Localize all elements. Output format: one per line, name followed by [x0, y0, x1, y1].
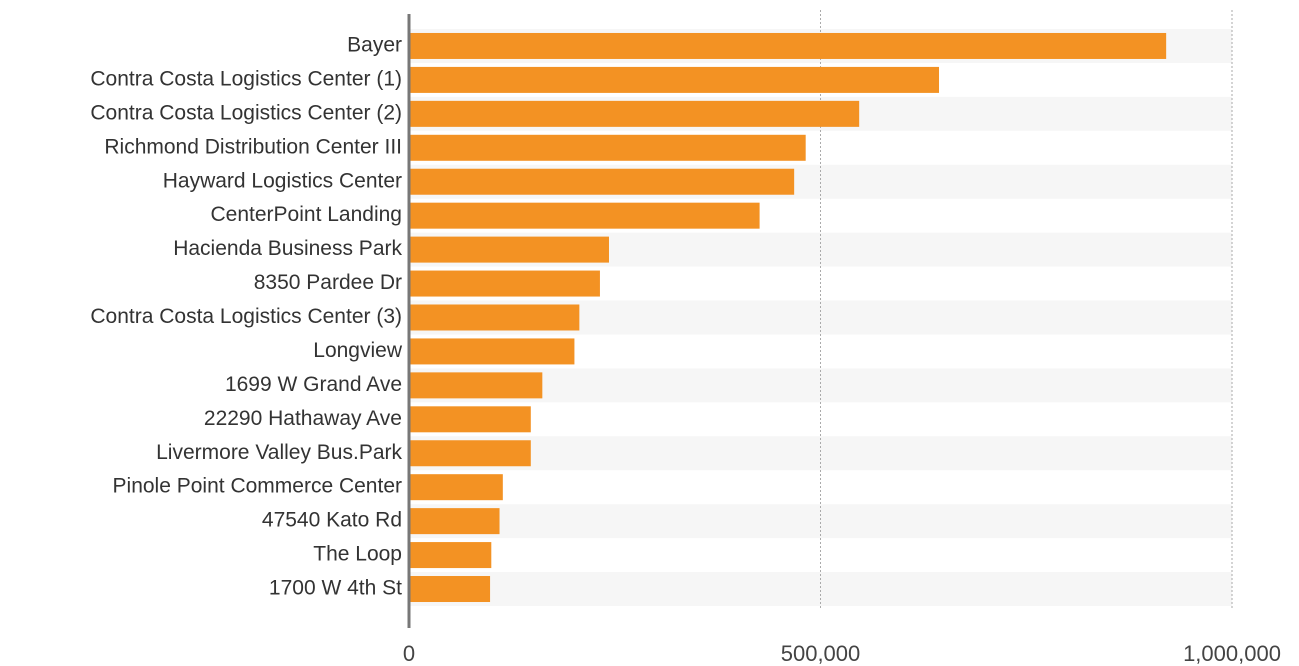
y-tick-label: Bayer: [347, 34, 402, 57]
bar: [409, 474, 503, 501]
y-tick-label: Longview: [313, 339, 403, 362]
y-tick-label: Hayward Logistics Center: [163, 169, 402, 192]
y-tick-label: 22290 Hathaway Ave: [204, 407, 402, 430]
x-tick-label: 500,000: [781, 641, 861, 666]
y-tick-label: Richmond Distribution Center III: [104, 135, 402, 158]
x-tick-label: 0: [403, 641, 415, 666]
bar: [409, 304, 580, 331]
x-tick-label: 1,000,000: [1183, 641, 1281, 666]
y-tick-label: The Loop: [313, 543, 402, 566]
row-band: [409, 572, 1232, 606]
y-tick-label: 8350 Pardee Dr: [254, 271, 402, 294]
bar: [409, 372, 543, 399]
bar: [409, 134, 806, 161]
bar: [409, 576, 491, 603]
y-tick-label: 1699 W Grand Ave: [225, 373, 402, 396]
bar: [409, 542, 492, 569]
y-tick-label: Contra Costa Logistics Center (2): [90, 101, 402, 124]
bar: [409, 32, 1167, 59]
bar: [409, 406, 531, 433]
bar: [409, 338, 575, 365]
y-tick-label: Hacienda Business Park: [173, 237, 402, 260]
y-tick-label: Livermore Valley Bus.Park: [156, 441, 402, 464]
bar: [409, 202, 760, 229]
row-band: [409, 436, 1232, 471]
bar: [409, 270, 600, 297]
bar: [409, 440, 531, 467]
bar: [409, 66, 940, 93]
row-band: [409, 504, 1232, 539]
y-tick-label: Contra Costa Logistics Center (3): [90, 305, 402, 328]
bar: [409, 508, 500, 535]
y-tick-label: Contra Costa Logistics Center (1): [90, 67, 402, 90]
y-tick-label: 1700 W 4th St: [269, 577, 402, 600]
y-tick-label: Pinole Point Commerce Center: [113, 475, 402, 498]
y-tick-label: CenterPoint Landing: [211, 203, 402, 226]
bar: [409, 100, 860, 127]
y-tick-label: 47540 Kato Rd: [262, 509, 402, 532]
bar: [409, 168, 795, 195]
bar: [409, 236, 609, 263]
